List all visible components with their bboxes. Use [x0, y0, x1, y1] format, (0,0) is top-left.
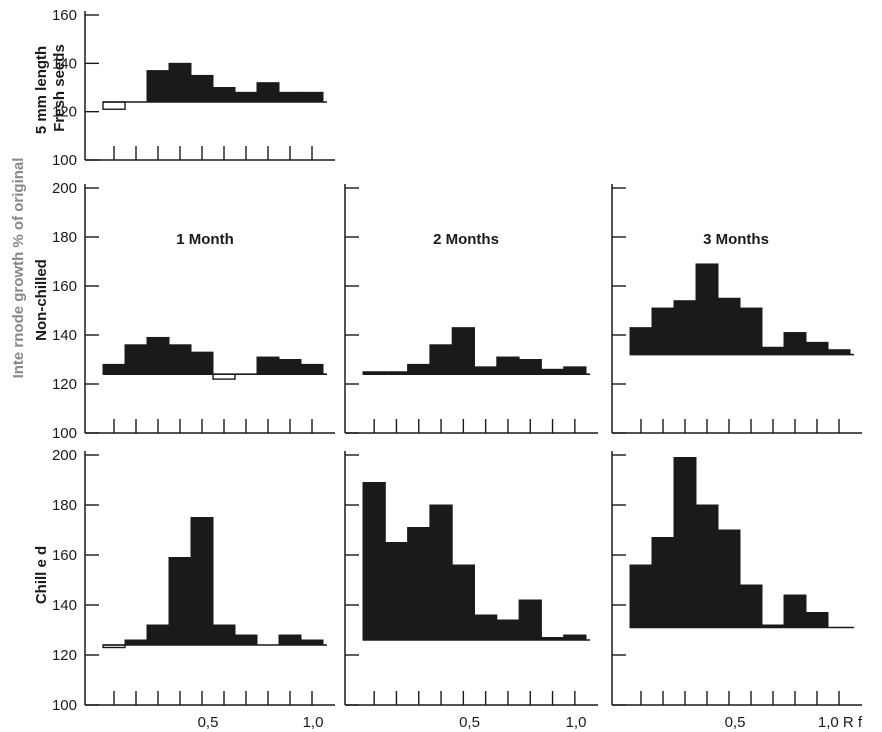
- histogram-bar-chilled-3-3: [695, 504, 719, 628]
- histogram-bar-nonchilled-2-5: [474, 366, 498, 375]
- histogram-bar-nonchilled-1-0: [102, 363, 126, 375]
- histogram-bar-nonchilled-1-7: [256, 356, 280, 375]
- panel-nonchilled-2-months: [344, 184, 598, 434]
- histogram-bar-fresh-0: [102, 101, 126, 110]
- panel-nonchilled-1-month: 100 120 140 160 180 200: [52, 180, 335, 442]
- histogram-bar-nonchilled-2-9: [563, 366, 587, 375]
- histogram-bar-nonchilled-2-4: [451, 327, 476, 375]
- x-tick-label-chilled-2-one: 1,0: [566, 714, 587, 731]
- histogram-bar-chilled-3-1: [651, 537, 675, 628]
- y-tick-label-nonchilled-1-140: 140: [52, 327, 77, 344]
- y-tick-label-fresh-120: 120: [52, 104, 77, 121]
- y-tick-label-chilled-1-200: 200: [52, 447, 77, 464]
- y-tick-label-chilled-1-120: 120: [52, 647, 77, 664]
- panel-nonchilled-3-months: [611, 184, 862, 434]
- histogram-bar-nonchilled-1-1: [124, 344, 148, 375]
- histogram-bar-chilled-3-0: [629, 564, 653, 628]
- histogram-bar-chilled-3-5: [739, 584, 763, 628]
- histogram-bar-chilled-2-6: [496, 619, 520, 641]
- histogram-bar-fresh-5: [212, 87, 236, 103]
- histogram-bar-nonchilled-1-4: [190, 351, 214, 375]
- histogram-bar-nonchilled-2-3: [429, 344, 453, 375]
- row-label-chilled: Chill e d: [33, 546, 50, 604]
- histogram-bar-nonchilled-3-3: [695, 263, 719, 356]
- histogram-bar-chilled-1-6: [234, 634, 258, 646]
- histogram-bar-nonchilled-3-6: [761, 346, 785, 356]
- histogram-bar-chilled-1-4: [190, 517, 214, 646]
- panel-chilled-2-months: 0,5 1,0: [344, 451, 598, 731]
- x-tick-label-chilled-3-half: 0,5: [725, 714, 746, 731]
- histogram-bar-chilled-2-0: [362, 482, 386, 641]
- histogram-bar-nonchilled-1-3: [168, 344, 192, 375]
- histogram-bar-chilled-2-5: [474, 614, 498, 641]
- y-tick-label-nonchilled-1-180: 180: [52, 229, 77, 246]
- x-tick-label-chilled-1-half: 0,5: [198, 714, 219, 731]
- histogram-bar-nonchilled-3-1: [651, 307, 675, 356]
- histogram-bar-chilled-3-7: [783, 594, 807, 628]
- histogram-bar-nonchilled-1-8: [278, 359, 302, 375]
- histogram-bar-nonchilled-2-6: [496, 356, 520, 375]
- histogram-bar-fresh-8: [278, 91, 302, 103]
- row-label-fresh-2: Fresh seeds: [51, 44, 68, 132]
- histogram-bar-chilled-2-4: [451, 564, 476, 641]
- y-tick-label-chilled-1-140: 140: [52, 597, 77, 614]
- x-tick-label-chilled-1-one: 1,0: [303, 714, 324, 731]
- y-tick-label-chilled-1-160: 160: [52, 547, 77, 564]
- histogram-bar-nonchilled-1-9: [300, 363, 324, 375]
- y-axis-label: Inte rnode growth % of original: [10, 158, 27, 379]
- histogram-bar-fresh-3: [168, 62, 192, 103]
- row-label-fresh-1: 5 mm length: [33, 46, 50, 134]
- y-tick-label-nonchilled-1-120: 120: [52, 376, 77, 393]
- histogram-bar-nonchilled-2-2: [407, 363, 431, 375]
- histogram-bar-nonchilled-3-4: [717, 297, 741, 356]
- histogram-bar-nonchilled-1-2: [146, 336, 170, 375]
- panel-fresh: 100 120 140 160: [52, 7, 335, 169]
- row-label-nonchilled: Non-chilled: [33, 259, 50, 341]
- histogram-bar-nonchilled-3-8: [805, 341, 829, 356]
- histogram-bar-nonchilled-2-7: [518, 359, 542, 375]
- y-tick-label-chilled-1-100: 100: [52, 697, 77, 714]
- histogram-bar-chilled-2-3: [429, 504, 453, 641]
- histogram-bar-fresh-6: [234, 91, 258, 103]
- histogram-bar-chilled-2-2: [407, 527, 431, 641]
- histogram-bar-chilled-1-2: [146, 624, 170, 646]
- histogram-bar-chilled-1-3: [168, 557, 192, 646]
- histogram-bar-chilled-3-8: [805, 612, 829, 628]
- histogram-bar-fresh-2: [146, 70, 170, 103]
- histogram-bar-nonchilled-3-2: [673, 300, 697, 356]
- col-title-1-month: 1 Month: [176, 231, 234, 248]
- histogram-bar-chilled-2-7: [518, 599, 542, 641]
- histogram-bar-nonchilled-3-5: [739, 307, 763, 356]
- y-tick-label-fresh-140: 140: [52, 55, 77, 72]
- histogram-bar-nonchilled-3-0: [629, 327, 653, 356]
- histogram-bar-chilled-1-5: [212, 624, 236, 646]
- y-tick-label-chilled-1-180: 180: [52, 497, 77, 514]
- x-tick-label-chilled-2-half: 0,5: [459, 714, 480, 731]
- x-tick-label-chilled-3-one: 1,0 R f: [818, 714, 863, 731]
- y-tick-label-nonchilled-1-200: 200: [52, 180, 77, 197]
- histogram-bar-fresh-9: [300, 91, 324, 103]
- panel-chilled-3-months: 0,5 1,0 R f: [611, 451, 863, 731]
- histogram-bar-fresh-4: [190, 74, 214, 103]
- y-tick-label-nonchilled-1-160: 160: [52, 278, 77, 295]
- y-tick-label-nonchilled-1-100: 100: [52, 425, 77, 442]
- histogram-bar-chilled-3-2: [673, 457, 697, 628]
- col-title-3-months: 3 Months: [703, 231, 769, 248]
- histogram-bar-chilled-2-1: [384, 542, 409, 641]
- histogram-bar-chilled-3-4: [717, 529, 741, 628]
- histogram-bar-fresh-7: [256, 82, 280, 103]
- y-tick-label-fresh-160: 160: [52, 7, 77, 24]
- histogram-bar-chilled-1-8: [278, 634, 302, 646]
- y-tick-label-fresh-100: 100: [52, 152, 77, 169]
- col-title-2-months: 2 Months: [433, 231, 499, 248]
- panel-chilled-1-month: 100 120 140 160 180 200 0,5 1,0: [52, 447, 335, 731]
- histogram-bar-nonchilled-3-7: [783, 332, 807, 356]
